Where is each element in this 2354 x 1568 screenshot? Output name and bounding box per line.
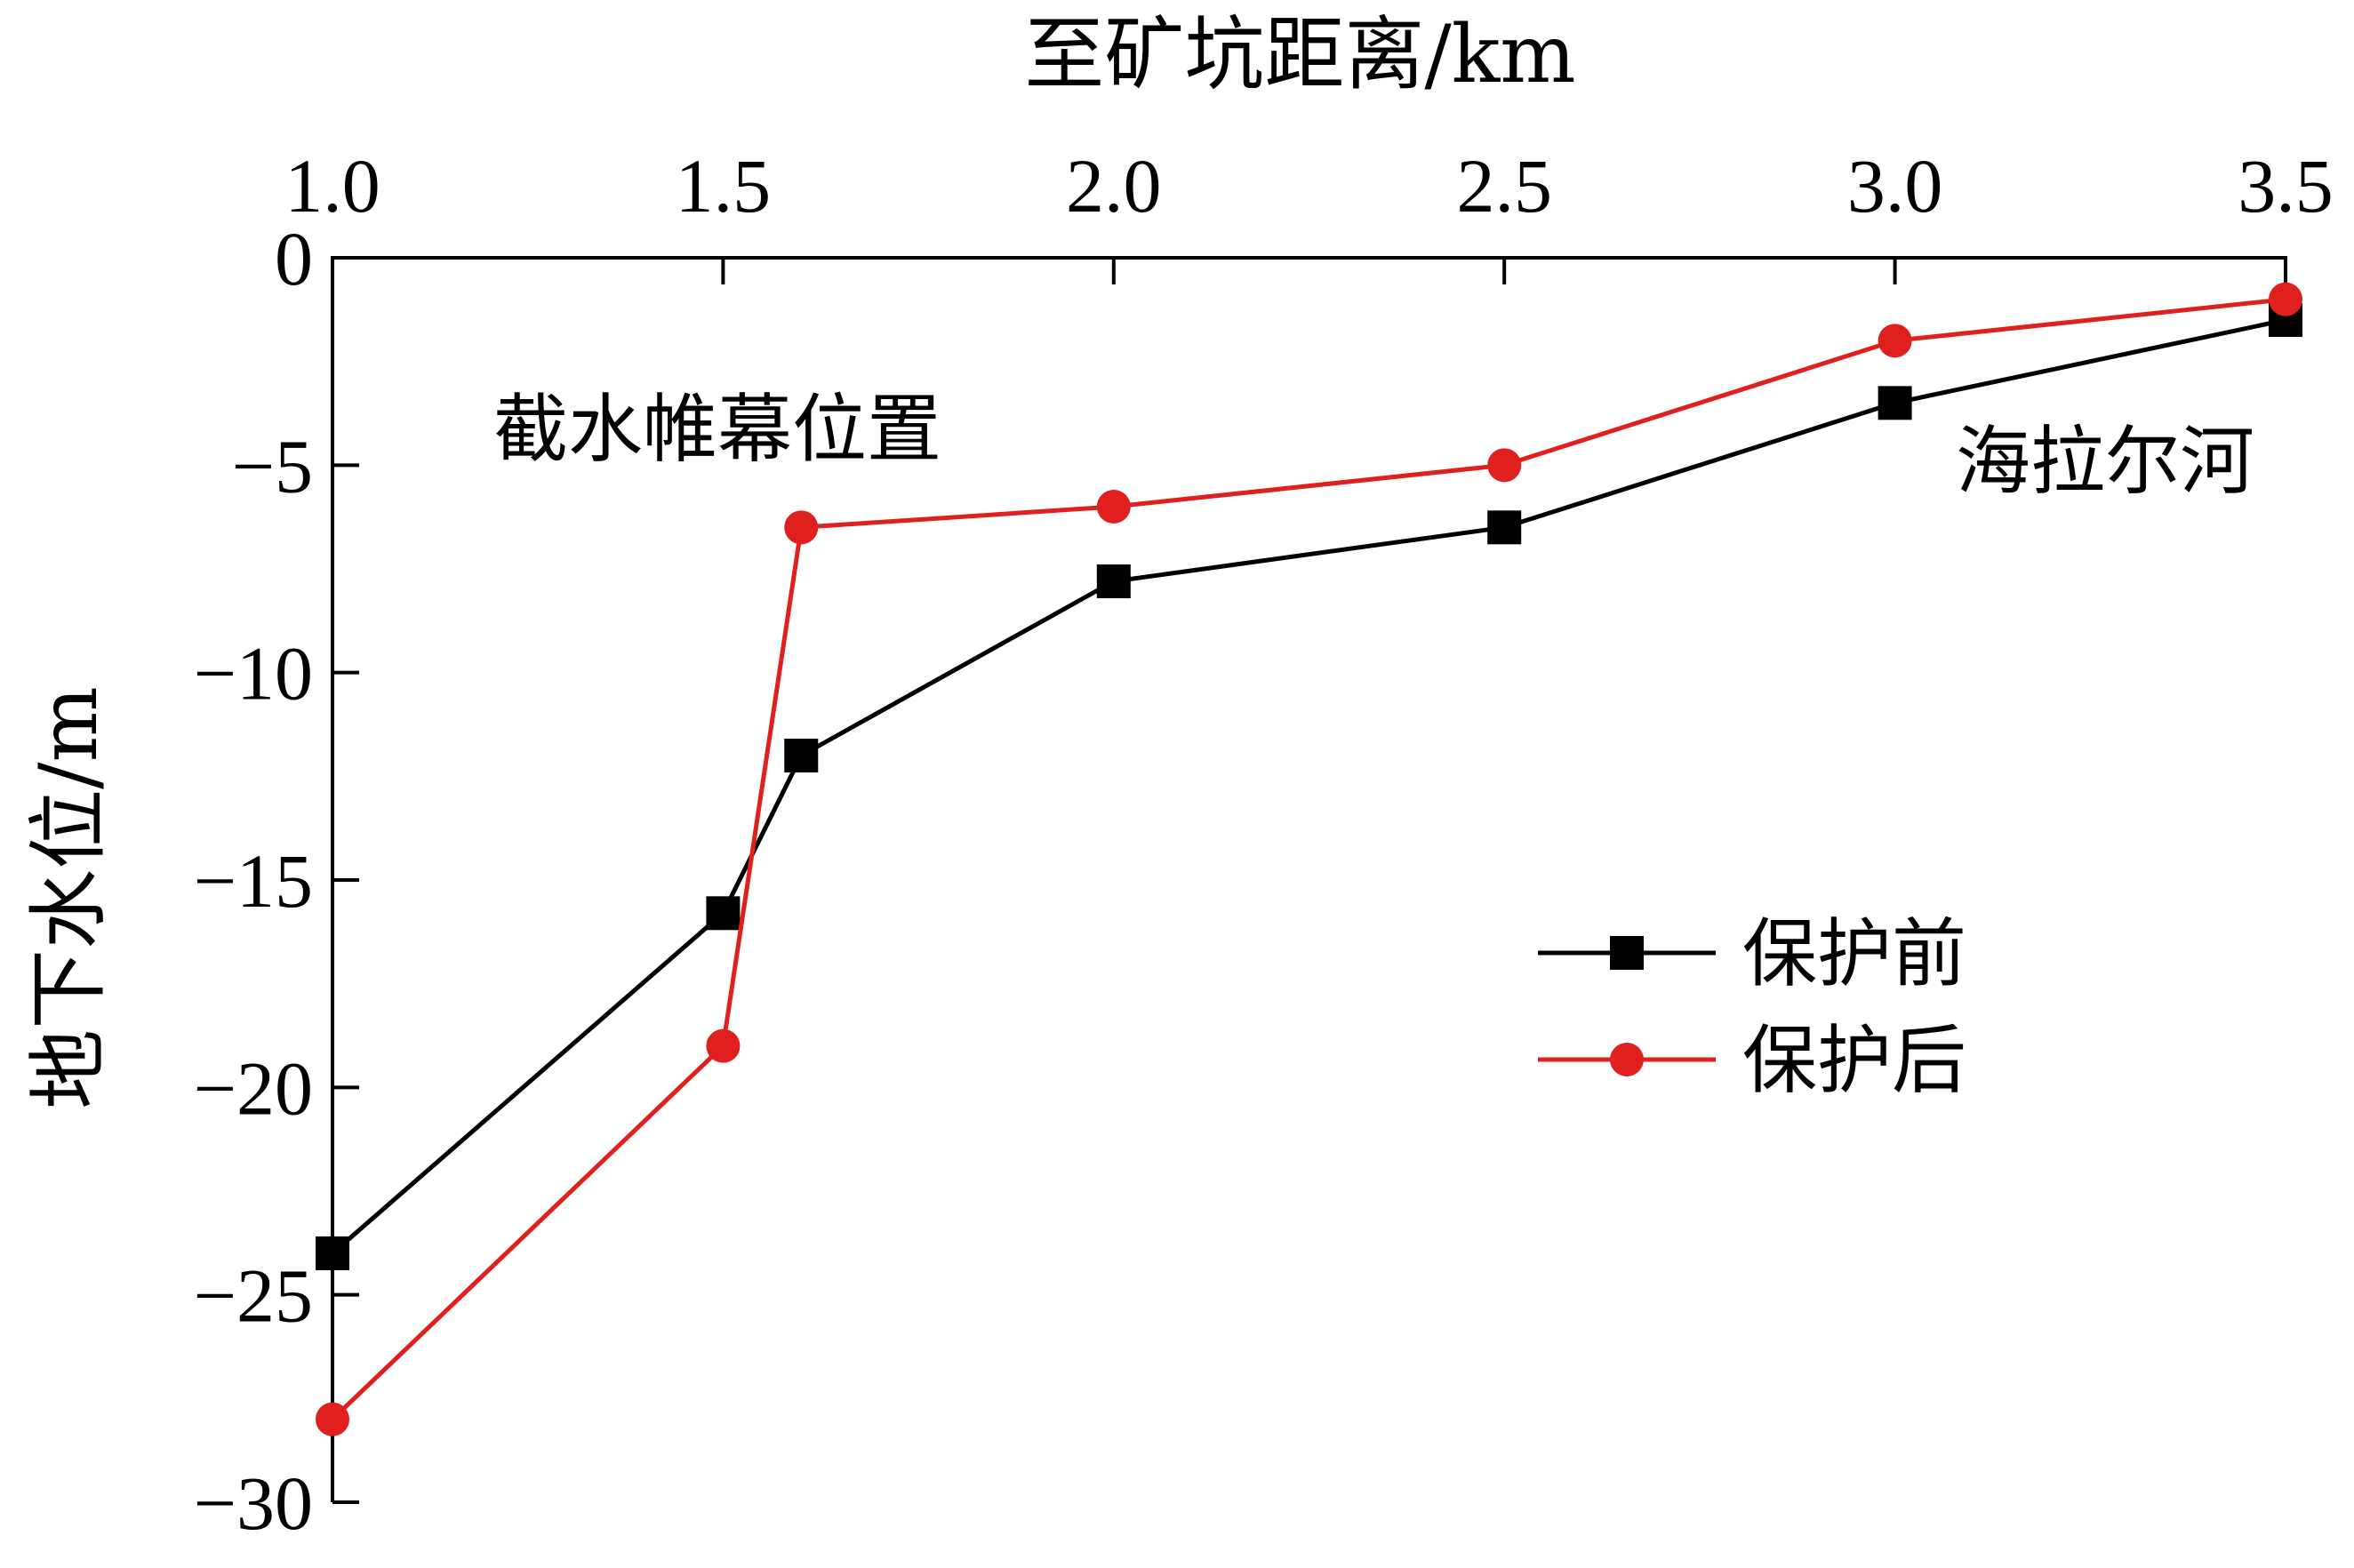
y-axis-title: 地下水位/m — [22, 686, 116, 1109]
data-point-circle — [1878, 324, 1912, 358]
series-layer — [316, 282, 2302, 1436]
data-point-square — [316, 1236, 349, 1270]
x-tick-label: 3.5 — [2238, 143, 2334, 228]
y-tick-label: −30 — [193, 1460, 313, 1546]
text-layer: 1.0 1.5 2.0 2.5 3.0 3.5 0 −5 −10 −15 −20 −25 −30 至矿坑距… — [22, 8, 2334, 1546]
data-point-circle — [1487, 448, 1522, 483]
legend-label-1: 保护前 — [1742, 910, 1966, 997]
legend-label-2: 保护后 — [1742, 1017, 1966, 1104]
data-point-circle — [706, 1028, 741, 1063]
data-point-square — [706, 896, 741, 931]
data-point-square — [1096, 564, 1131, 598]
y-tick-label: −15 — [193, 838, 313, 924]
data-point-square — [1878, 386, 1912, 420]
data-point-circle — [1096, 490, 1131, 524]
y-tick-label: −25 — [193, 1253, 313, 1339]
legend-marker-square — [1610, 936, 1644, 970]
axes-layer — [331, 256, 2287, 1504]
y-tick-label: −5 — [231, 423, 313, 508]
data-point-square — [1487, 510, 1522, 545]
x-tick-label: 1.0 — [284, 143, 380, 228]
x-tick-label: 2.0 — [1066, 143, 1162, 228]
y-tick-label: −20 — [193, 1045, 313, 1131]
data-point-circle — [2269, 282, 2302, 316]
annotation-hailar-river: 海拉尔河 — [1956, 418, 2254, 505]
annotation-cutoff-curtain: 截水帷幕位置 — [493, 386, 941, 473]
legend-marker-circle — [1610, 1043, 1644, 1076]
data-point-square — [784, 739, 819, 772]
x-tick-label: 1.5 — [676, 143, 772, 228]
y-tick-label: 0 — [275, 216, 313, 301]
data-point-circle — [316, 1402, 349, 1436]
y-tick-label: −10 — [193, 631, 313, 716]
x-tick-label: 2.5 — [1456, 143, 1552, 228]
x-tick-label: 3.0 — [1847, 143, 1943, 228]
x-axis-title: 至矿坑距离/km — [1024, 8, 1575, 101]
data-point-circle — [784, 510, 819, 545]
